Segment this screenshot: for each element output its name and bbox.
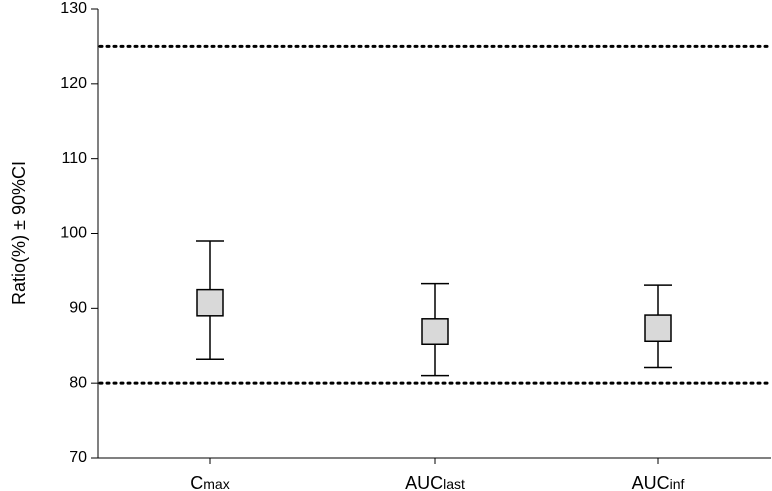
ci-box (644, 314, 672, 343)
ci-box (421, 318, 449, 346)
y-tick-label: 70 (69, 449, 87, 466)
x-tick-label-main: AUC (632, 473, 670, 491)
x-tick-label-subscript: max (203, 476, 229, 491)
reference-lines (98, 44, 771, 385)
x-tick-label: AUCinf (632, 473, 685, 491)
y-tick-label: 100 (60, 225, 87, 242)
y-axis-title: Ratio(%) ± 90%CI (9, 161, 29, 305)
x-tick-label-main: C (190, 473, 203, 491)
ci-box-group (644, 284, 672, 369)
ci-box-group (421, 282, 449, 377)
ci-box (196, 288, 224, 317)
x-tick-label-subscript: last (443, 476, 465, 491)
y-tick-label: 80 (69, 374, 87, 391)
x-tick-label-subscript: inf (670, 476, 685, 491)
ci-boxes (196, 240, 672, 377)
y-tick-label: 90 (69, 300, 87, 317)
y-tick-label: 120 (60, 75, 87, 92)
x-tick-label: AUClast (405, 473, 465, 491)
x-axis-ticks: Cmax AUClast AUCinf (190, 458, 685, 491)
ci-box-group (196, 240, 224, 360)
y-axis-ticks: 70 80 90 100 110 120 130 (60, 0, 98, 466)
x-tick-label: Cmax (190, 473, 229, 491)
y-tick-label: 130 (60, 0, 87, 17)
y-tick-label: 110 (61, 150, 87, 167)
x-tick-label-main: AUC (405, 473, 443, 491)
